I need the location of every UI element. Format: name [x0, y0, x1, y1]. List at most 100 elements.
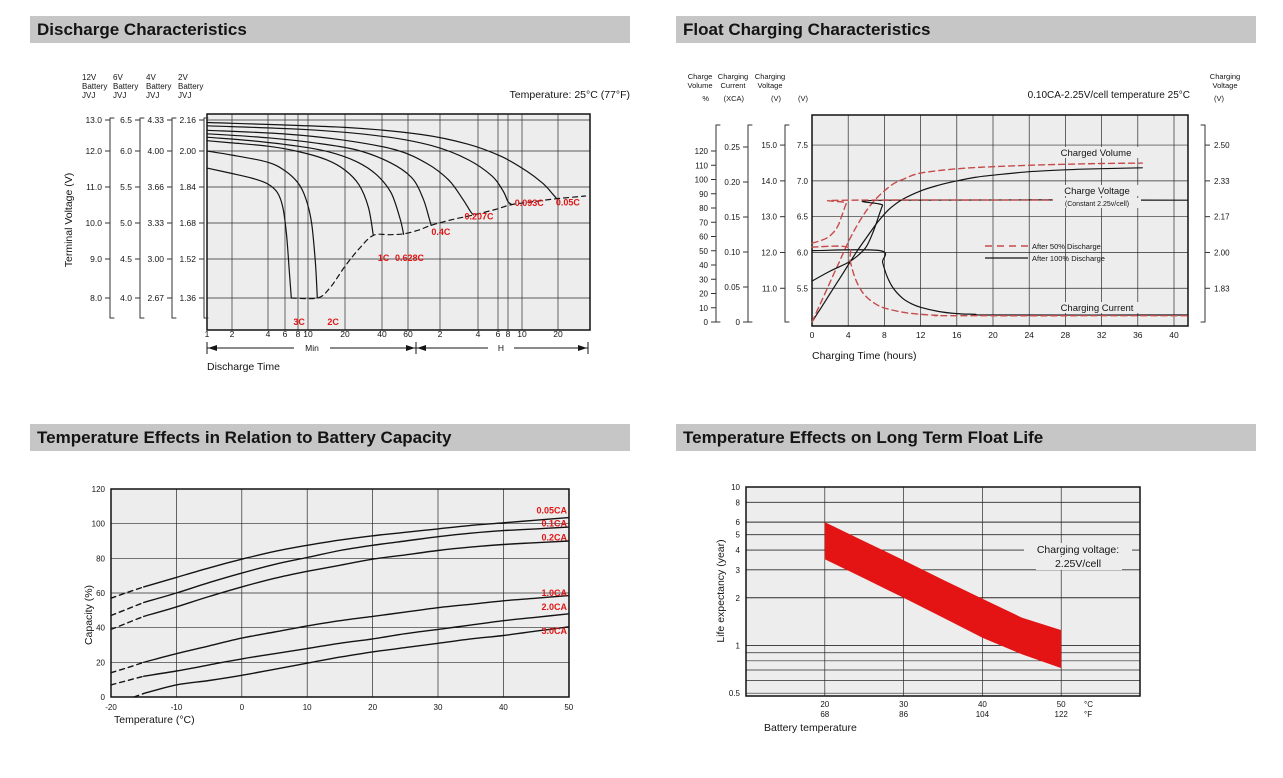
svg-text:3C: 3C [293, 317, 305, 327]
svg-text:3: 3 [736, 566, 741, 575]
svg-text:°C: °C [1084, 700, 1093, 709]
svg-text:2.16: 2.16 [179, 115, 196, 125]
capacity-gridlines [110, 488, 570, 698]
svg-text:Battery: Battery [113, 82, 138, 91]
discharge-rate-labels: 3C 2C 1C 0.628C 0.4C 0.207C 0.093C 0.05C [293, 197, 580, 327]
svg-text:86: 86 [899, 710, 908, 719]
discharge-gridlines [206, 113, 591, 331]
svg-text:4.33: 4.33 [147, 115, 164, 125]
discharge-characteristics-chart: 12VBatteryJVJ13.012.011.010.09.08.06VBat… [63, 73, 630, 373]
svg-text:60: 60 [403, 329, 413, 339]
svg-text:0.10CA-2.25V/cell temperature: 0.10CA-2.25V/cell temperature 25°C [1028, 90, 1190, 101]
svg-text:2C: 2C [327, 317, 339, 327]
svg-text:0: 0 [101, 693, 106, 702]
svg-text:28: 28 [1061, 330, 1071, 340]
svg-text:20: 20 [368, 703, 377, 712]
svg-text:7.5: 7.5 [797, 141, 809, 150]
svg-text:5.5: 5.5 [797, 284, 809, 293]
svg-text:°F: °F [1084, 710, 1092, 719]
svg-text:Charge Voltage: Charge Voltage [1064, 186, 1130, 197]
svg-text:2.00: 2.00 [179, 146, 196, 156]
svg-text:2V: 2V [178, 73, 188, 82]
float-left-scales: ChargeVolume%120110100908070605040302010… [687, 72, 808, 327]
svg-text:Battery: Battery [146, 82, 171, 91]
float-curves [811, 162, 1189, 323]
svg-text:After 50% Discharge: After 50% Discharge [1032, 242, 1101, 251]
section-title-temp-float-life-label: Temperature Effects on Long Term Float L… [683, 428, 1044, 447]
svg-text:8: 8 [296, 329, 301, 339]
svg-text:50: 50 [699, 247, 708, 256]
svg-text:12.0: 12.0 [85, 146, 102, 156]
svg-text:6: 6 [496, 329, 501, 339]
svg-text:90: 90 [699, 190, 708, 199]
svg-text:100: 100 [695, 176, 709, 185]
svg-text:10: 10 [517, 329, 527, 339]
svg-text:6V: 6V [113, 73, 123, 82]
svg-text:5.5: 5.5 [120, 182, 132, 192]
section-title-temp-capacity: Temperature Effects in Relation to Batte… [30, 424, 630, 451]
svg-text:0.05C: 0.05C [556, 197, 581, 207]
svg-text:4V: 4V [146, 73, 156, 82]
svg-text:Temperature (°C): Temperature (°C) [114, 714, 195, 726]
svg-text:1: 1 [205, 329, 210, 339]
svg-text:6: 6 [736, 518, 741, 527]
svg-text:7.0: 7.0 [797, 177, 809, 186]
svg-text:0.25: 0.25 [724, 143, 740, 152]
svg-text:2: 2 [438, 329, 443, 339]
svg-text:1: 1 [736, 641, 741, 650]
svg-text:20: 20 [988, 330, 998, 340]
svg-text:0: 0 [810, 330, 815, 340]
svg-text:0: 0 [736, 318, 741, 327]
svg-text:After 100% Discharge: After 100% Discharge [1032, 254, 1105, 263]
svg-text:6.0: 6.0 [797, 248, 809, 257]
svg-text:3.0CA: 3.0CA [541, 626, 567, 636]
section-title-temp-float-life: Temperature Effects on Long Term Float L… [676, 424, 1256, 451]
svg-text:40: 40 [377, 329, 387, 339]
svg-text:Charging: Charging [755, 72, 785, 81]
svg-text:10: 10 [731, 483, 740, 492]
svg-text:1.52: 1.52 [179, 254, 196, 264]
svg-text:20: 20 [96, 658, 105, 667]
float-legend: After 50% Discharge After 100% Discharge [985, 242, 1105, 263]
svg-text:11.0: 11.0 [762, 284, 778, 293]
capacity-rate-labels: 0.05CA 0.1CA 0.2CA 1.0CA 2.0CA 3.0CA [536, 506, 567, 636]
svg-text:1.0CA: 1.0CA [541, 588, 567, 598]
svg-text:30: 30 [899, 700, 908, 709]
svg-text:6.5: 6.5 [120, 115, 132, 125]
capacity-curves [110, 516, 570, 698]
svg-text:Min: Min [305, 343, 319, 353]
svg-text:2.17: 2.17 [1214, 213, 1230, 222]
svg-text:40: 40 [96, 624, 105, 633]
svg-text:60: 60 [96, 589, 105, 598]
discharge-voltage-scales: 12VBatteryJVJ13.012.011.010.09.08.06VBat… [82, 73, 209, 319]
svg-text:0.207C: 0.207C [465, 211, 495, 221]
svg-text:3.00: 3.00 [147, 254, 164, 264]
section-title-discharge-label: Discharge Characteristics [37, 20, 247, 39]
capacity-axis-ticks: 0 20 40 60 80 100 120 -20 -10 0 10 20 30 40 50 [92, 485, 574, 712]
svg-text:2.50: 2.50 [1214, 141, 1230, 150]
svg-text:8: 8 [882, 330, 887, 340]
svg-text:(V): (V) [798, 94, 809, 103]
svg-text:JVJ: JVJ [113, 91, 126, 100]
svg-text:2.67: 2.67 [147, 293, 164, 303]
float-x-ticks: 0 4 8 12 16 20 24 28 32 36 40 [810, 330, 1179, 340]
svg-text:10.0: 10.0 [85, 218, 102, 228]
svg-text:(XCA): (XCA) [724, 94, 745, 103]
svg-text:104: 104 [976, 710, 990, 719]
life-gridlines [746, 486, 1140, 696]
svg-text:(V): (V) [771, 94, 782, 103]
svg-text:120: 120 [695, 147, 709, 156]
svg-text:70: 70 [699, 218, 708, 227]
svg-text:5: 5 [736, 531, 741, 540]
svg-text:2.33: 2.33 [1214, 177, 1230, 186]
svg-text:40: 40 [699, 261, 708, 270]
svg-text:120: 120 [92, 485, 106, 494]
svg-text:Charging voltage:: Charging voltage: [1037, 544, 1119, 556]
svg-text:Charged Volume: Charged Volume [1061, 148, 1132, 159]
svg-text:8: 8 [736, 498, 741, 507]
svg-text:60: 60 [699, 233, 708, 242]
svg-text:30: 30 [699, 275, 708, 284]
svg-text:10: 10 [303, 703, 312, 712]
temperature-capacity-chart: 0 20 40 60 80 100 120 -20 -10 0 10 20 30 40 50 Capacity… [83, 485, 574, 726]
float-charging-characteristics-chart: ChargeVolume%120110100908070605040302010… [687, 72, 1240, 362]
